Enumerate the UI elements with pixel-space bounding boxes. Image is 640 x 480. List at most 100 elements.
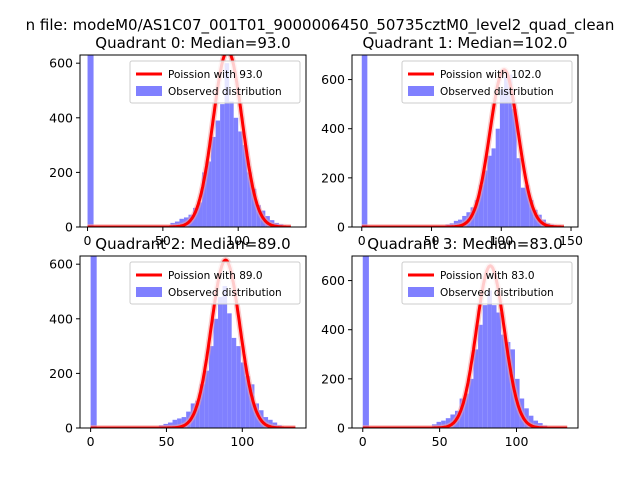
histogram-bar (473, 349, 479, 428)
histogram-bar (516, 158, 521, 227)
y-tick-label: 200 (321, 371, 345, 386)
histogram-bar (524, 185, 530, 227)
histogram-bar (222, 286, 228, 428)
y-tick-label: 200 (49, 165, 73, 180)
histogram-bar (90, 256, 97, 428)
histogram-bar (87, 55, 94, 227)
histogram-bar (231, 337, 237, 428)
histogram-bar (177, 418, 182, 428)
panel-2: Quadrant 2: Median=89.00 50 1000200400600P… (49, 235, 307, 449)
y-tick-label: 0 (337, 421, 345, 436)
legend-label-poisson: Poission with 102.0 (440, 69, 541, 81)
histogram-bar (206, 161, 212, 227)
legend: Poission with 83.0 Observed distribution (401, 261, 573, 305)
histogram-bar (224, 63, 230, 227)
histogram-bar (240, 362, 246, 428)
axes-frame (79, 255, 307, 429)
axes-frame (79, 54, 307, 228)
histogram-bar (478, 185, 484, 227)
legend-label-observed: Observed distribution (168, 287, 282, 299)
histogram-bar (464, 393, 469, 428)
histogram-bar (233, 117, 239, 227)
histogram-bar (220, 104, 225, 227)
histogram-bar (242, 145, 248, 227)
histogram-bar (215, 120, 221, 227)
x-tick-label: 100 (226, 233, 250, 248)
histogram-bar (478, 324, 483, 428)
x-tick-label: 0 (358, 233, 366, 248)
histogram-bar (251, 188, 257, 227)
histogram-bar (495, 128, 500, 227)
x-tick-label: 100 (505, 434, 529, 449)
histogram-bar (483, 170, 488, 227)
histogram-bar (227, 313, 232, 428)
legend-box (401, 60, 573, 104)
y-tick-label: 400 (321, 121, 345, 136)
histogram-bar (256, 205, 261, 227)
histogram-bar (528, 415, 534, 428)
histogram-bar (197, 202, 203, 227)
poisson-line (86, 55, 292, 227)
plot-area (362, 256, 568, 428)
legend: Poission with 89.0 Observed distribution (129, 261, 301, 305)
histogram-bar (229, 101, 234, 227)
x-tick-label: 0 (84, 233, 92, 248)
legend-label-observed: Observed distribution (440, 86, 554, 98)
y-tick-label: 600 (49, 257, 73, 272)
legend-box (129, 60, 301, 104)
panel-0: Quadrant 0: Median=93.0 0 50 100 0 200 400 600 P… (49, 34, 307, 248)
y-tick-label: 0 (65, 220, 73, 235)
x-tick-label: 0 (87, 434, 95, 449)
plot-area (361, 55, 565, 227)
panel-title: Quadrant 1: Median=102.0 (363, 34, 568, 52)
panel-title: Quadrant 3: Median=83.0 (367, 235, 562, 253)
histogram-bar (202, 172, 207, 227)
histogram-bar (491, 148, 496, 227)
x-tick-label: 0 (359, 434, 367, 449)
axes-frame (351, 54, 579, 228)
histogram-bar (508, 74, 513, 227)
y-tick-label: 0 (337, 220, 345, 235)
histogram-bar (199, 384, 205, 428)
histogram-bar (505, 342, 511, 428)
histogram-bar (361, 55, 368, 227)
poisson-line (361, 68, 565, 227)
histogram-bar (474, 199, 479, 227)
y-tick-label: 400 (49, 110, 73, 125)
y-tick-label: 600 (321, 72, 345, 87)
y-tick-label: 600 (321, 273, 345, 288)
histogram-bar (487, 155, 492, 227)
x-tick-label: 150 (559, 233, 583, 248)
histogram-bar (172, 419, 178, 428)
legend-box (401, 261, 573, 305)
legend-label-poisson: Poission with 83.0 (440, 270, 535, 282)
histogram-bar (245, 376, 250, 428)
legend-bar-swatch (136, 86, 162, 96)
panel-1: Quadrant 1: Median=102.0 0 50 100 150 0 200 400… (321, 34, 583, 248)
poisson-line (89, 258, 297, 428)
histogram-bar (211, 136, 216, 227)
plot-area (86, 55, 292, 227)
x-tick-label: 100 (230, 434, 254, 449)
y-tick-label: 200 (321, 170, 345, 185)
histogram-bar (491, 305, 497, 428)
histogram-bar (512, 109, 517, 227)
x-tick-label: 50 (424, 233, 440, 248)
legend-bar-swatch (136, 287, 162, 297)
legend-label-poisson: Poission with 93.0 (168, 69, 263, 81)
legend-label-observed: Observed distribution (168, 86, 282, 98)
histogram-bar (204, 370, 209, 428)
x-tick-label: 50 (155, 233, 171, 248)
legend-bar-swatch (408, 86, 434, 96)
y-tick-label: 200 (49, 366, 73, 381)
legend-box (129, 261, 301, 305)
histogram-bar (468, 378, 474, 428)
figure-suptitle: n file: modeM0/AS1C07_001T01_9000006450_… (26, 16, 615, 35)
y-tick-label: 400 (49, 311, 73, 326)
histogram-bar (496, 312, 502, 428)
axes-frame (351, 255, 579, 429)
legend: Poission with 102.0 Observed distribution (401, 60, 573, 104)
histogram-bar (520, 187, 525, 227)
